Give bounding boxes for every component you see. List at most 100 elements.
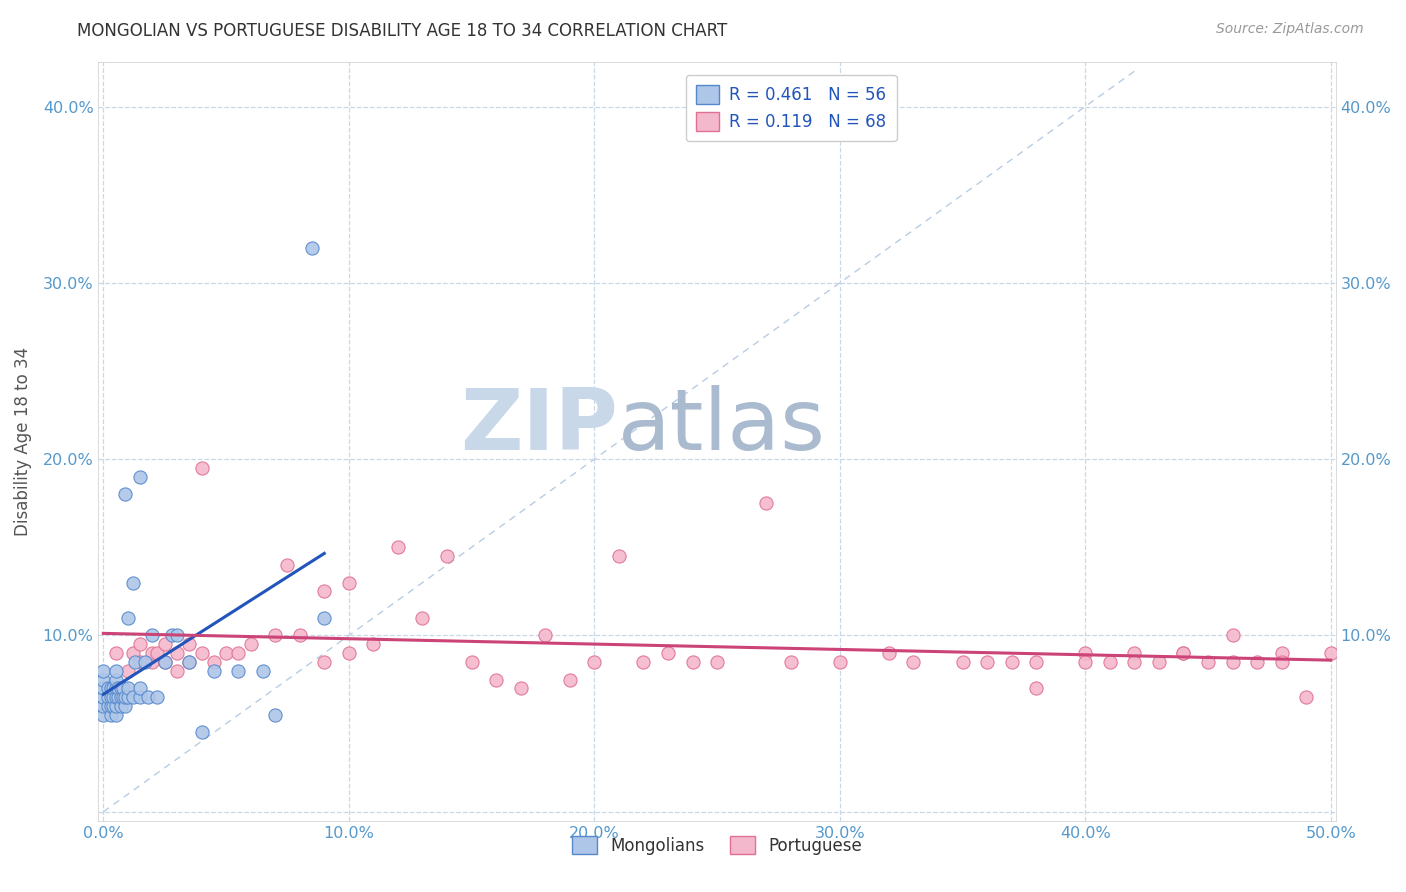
Point	[1222, 655, 1244, 669]
Point	[121, 646, 143, 660]
Point	[877, 646, 900, 660]
Point	[558, 673, 581, 687]
Point	[682, 655, 704, 669]
Point	[114, 690, 136, 705]
Point	[91, 690, 114, 705]
Point	[228, 646, 250, 660]
Text: ZIP: ZIP	[460, 384, 619, 468]
Point	[179, 655, 201, 669]
Point	[100, 707, 122, 722]
Point	[460, 655, 482, 669]
Point	[337, 575, 360, 590]
Point	[124, 655, 146, 669]
Point	[202, 655, 225, 669]
Point	[509, 681, 531, 696]
Point	[101, 699, 124, 714]
Point	[153, 655, 176, 669]
Point	[264, 707, 287, 722]
Point	[264, 628, 287, 642]
Point	[117, 611, 139, 625]
Point	[129, 655, 152, 669]
Point	[314, 584, 336, 599]
Point	[104, 646, 127, 660]
Point	[1123, 655, 1146, 669]
Point	[190, 646, 212, 660]
Point	[1222, 628, 1244, 642]
Point	[114, 699, 136, 714]
Point	[146, 690, 169, 705]
Point	[239, 637, 262, 651]
Point	[111, 690, 134, 705]
Point	[117, 681, 139, 696]
Point	[91, 699, 114, 714]
Point	[101, 681, 124, 696]
Point	[141, 655, 163, 669]
Legend: Mongolians, Portuguese: Mongolians, Portuguese	[565, 830, 869, 862]
Point	[387, 541, 409, 555]
Point	[583, 655, 606, 669]
Point	[276, 558, 298, 572]
Point	[202, 664, 225, 678]
Point	[117, 690, 139, 705]
Point	[1074, 646, 1097, 660]
Point	[101, 690, 124, 705]
Point	[110, 690, 132, 705]
Point	[129, 690, 152, 705]
Point	[1246, 655, 1268, 669]
Point	[952, 655, 974, 669]
Point	[179, 637, 201, 651]
Point	[1197, 655, 1219, 669]
Point	[110, 699, 132, 714]
Point	[153, 655, 176, 669]
Point	[136, 690, 159, 705]
Point	[166, 628, 188, 642]
Point	[160, 628, 183, 642]
Point	[1025, 655, 1047, 669]
Point	[114, 487, 136, 501]
Point	[1295, 690, 1317, 705]
Point	[1173, 646, 1195, 660]
Point	[706, 655, 728, 669]
Point	[166, 664, 188, 678]
Point	[117, 664, 139, 678]
Point	[91, 664, 114, 678]
Point	[1123, 646, 1146, 660]
Point	[190, 461, 212, 475]
Point	[228, 664, 250, 678]
Y-axis label: Disability Age 18 to 34: Disability Age 18 to 34	[14, 347, 31, 536]
Point	[104, 699, 127, 714]
Point	[1001, 655, 1024, 669]
Point	[1271, 655, 1294, 669]
Point	[104, 707, 127, 722]
Point	[166, 646, 188, 660]
Point	[100, 690, 122, 705]
Point	[129, 637, 152, 651]
Point	[411, 611, 433, 625]
Point	[179, 655, 201, 669]
Point	[534, 628, 557, 642]
Point	[110, 681, 132, 696]
Point	[104, 673, 127, 687]
Point	[104, 681, 127, 696]
Text: MONGOLIAN VS PORTUGUESE DISABILITY AGE 18 TO 34 CORRELATION CHART: MONGOLIAN VS PORTUGUESE DISABILITY AGE 1…	[77, 22, 727, 40]
Point	[485, 673, 508, 687]
Text: atlas: atlas	[619, 384, 827, 468]
Point	[1098, 655, 1121, 669]
Point	[190, 725, 212, 739]
Point	[100, 681, 122, 696]
Point	[288, 628, 311, 642]
Point	[121, 690, 143, 705]
Point	[337, 646, 360, 660]
Point	[976, 655, 998, 669]
Point	[252, 664, 274, 678]
Point	[215, 646, 238, 660]
Point	[134, 655, 156, 669]
Point	[104, 664, 127, 678]
Point	[1147, 655, 1170, 669]
Point	[657, 646, 679, 660]
Point	[91, 707, 114, 722]
Point	[91, 673, 114, 687]
Point	[828, 655, 851, 669]
Point	[755, 496, 778, 510]
Point	[129, 470, 152, 484]
